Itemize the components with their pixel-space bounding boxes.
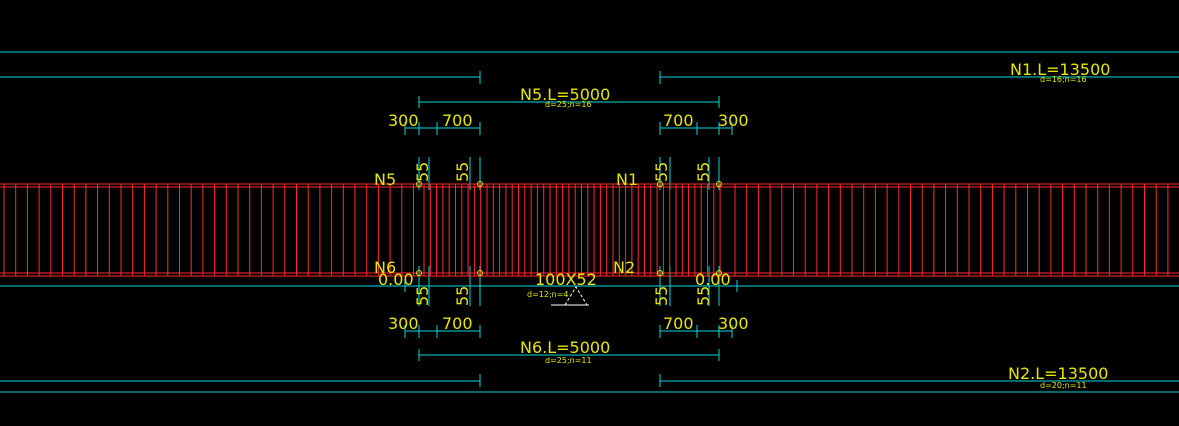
bar-node-marker: [416, 181, 422, 187]
n2-title: N2.L=13500: [1008, 364, 1108, 383]
n1-spec: d=16;n=16: [1040, 75, 1087, 84]
n6-spec: d=25;n=11: [545, 356, 592, 365]
mark-n6: N6: [374, 258, 396, 277]
dim-55-bot-3: 55: [652, 286, 671, 306]
dim-300-bot-left: 300: [388, 314, 419, 333]
dim-700-bot-right: 700: [663, 314, 694, 333]
dim-55-top-1: 55: [413, 162, 432, 182]
dim-55-bot-4: 55: [694, 286, 713, 306]
n6-title: N6.L=5000: [520, 338, 610, 357]
bar-node-marker: [716, 270, 722, 276]
bar-node-marker: [477, 181, 483, 187]
dim-55-bot-1: 55: [413, 286, 432, 306]
elevation-left: 0.00: [378, 270, 414, 289]
dim-700-top-left: 700: [442, 111, 473, 130]
elevation-right: 0.00: [695, 270, 731, 289]
stirrup-size: 100X52: [535, 270, 597, 289]
n2-spec: d=20;n=11: [1040, 381, 1087, 390]
dim-700-bot-left: 700: [442, 314, 473, 333]
mark-n1: N1: [616, 170, 638, 189]
dim-55-bot-2: 55: [453, 286, 472, 306]
bar-node-marker: [477, 270, 483, 276]
bar-node-marker: [716, 181, 722, 187]
dim-300-bot-right: 300: [718, 314, 749, 333]
dim-55-top-2: 55: [453, 162, 472, 182]
dim-300-top-right: 300: [718, 111, 749, 130]
segment-ticks: [404, 122, 738, 338]
bar-node-marker: [657, 270, 663, 276]
dim-55-top-4: 55: [694, 162, 713, 182]
stirrup-spec: d=12;n=4: [527, 290, 569, 299]
bar-node-marker: [416, 270, 422, 276]
n5-title: N5.L=5000: [520, 85, 610, 104]
n5-spec: d=25;n=16: [545, 100, 592, 109]
dim-300-top-left: 300: [388, 111, 419, 130]
dim-55-top-3: 55: [652, 162, 671, 182]
dim-700-top-right: 700: [663, 111, 694, 130]
stirrups: [3, 184, 1169, 276]
mark-n5: N5: [374, 170, 396, 189]
n1-title: N1.L=13500: [1010, 60, 1110, 79]
mark-n2: N2: [613, 258, 635, 277]
stirrup-detail-shape: [564, 286, 588, 306]
bar-node-marker: [657, 181, 663, 187]
